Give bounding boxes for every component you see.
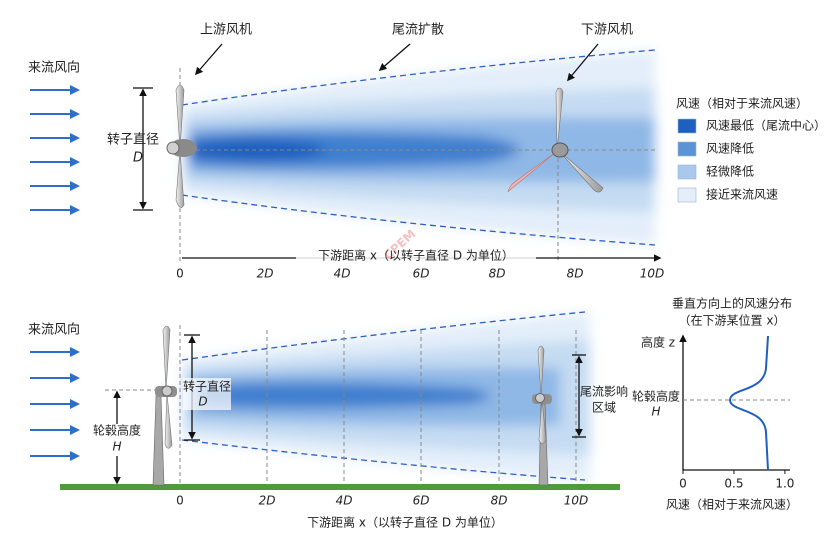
- x-tick-label: 6D: [413, 494, 430, 508]
- wake-boundary: [181, 194, 656, 246]
- x-tick-label: 10D: [640, 267, 665, 281]
- side-view: 来流风向 轮毂高度 H 转子直径 D 尾流影响: [28, 311, 628, 530]
- rotor-label: 转子直径: [183, 379, 231, 394]
- upstream-label: 上游风机: [200, 23, 252, 38]
- legend-label: 风速降低: [706, 142, 754, 156]
- x-tick-label: 8D: [567, 267, 584, 281]
- legend-swatch: [677, 141, 697, 157]
- x-tick-label: 0: [679, 477, 687, 491]
- x-tick-label: 4D: [334, 267, 351, 281]
- inflow-label: 来流风向: [28, 322, 80, 338]
- wake-field: [182, 50, 655, 245]
- x-tick-label: 0: [176, 494, 184, 508]
- inflow-arrows: [30, 347, 80, 461]
- x-tick-label: 8D: [491, 494, 508, 508]
- downstream-turbine: [507, 87, 604, 193]
- inflow-arrows: [30, 85, 80, 215]
- x-tick-label: 2D: [259, 494, 276, 508]
- legend-label: 风速最低（尾流中心）: [706, 118, 825, 133]
- x-tick-label: 0: [176, 267, 184, 281]
- hub-symbol: H: [651, 405, 660, 419]
- wake-boundary: [181, 49, 656, 106]
- x-tick-label: 1.0: [775, 477, 794, 491]
- x-tick-label: 10D: [564, 494, 589, 508]
- x-tick-label: 4D: [336, 494, 353, 508]
- legend-label: 接近来流风速: [706, 187, 778, 202]
- profile-chart: 垂直方向上的风速分布 （在下游某位置 x） 高度 z 轮毂高度 H 风速（相对于…: [632, 296, 798, 512]
- wake-label: 尾流扩散: [392, 23, 444, 38]
- upstream-turbine: [152, 325, 177, 486]
- downstream-turbine: [532, 345, 552, 486]
- profile-curve: [728, 335, 769, 471]
- rotor-symbol: D: [198, 395, 207, 409]
- x-axis-label: 下游距离 x（以转子直径 D 为单位）: [318, 248, 514, 263]
- legend-swatch: [677, 187, 697, 203]
- y-label: 高度 z: [641, 335, 675, 350]
- wake-zone-label: 尾流影响: [580, 384, 628, 399]
- profile-title: 垂直方向上的风速分布: [672, 296, 792, 311]
- x-tick-label: 6D: [413, 267, 430, 281]
- x-axis-label: 下游距离 x（以转子直径 D 为单位）: [307, 515, 503, 530]
- legend-swatch: [677, 164, 697, 180]
- x-tick-label: 2D: [257, 267, 274, 281]
- legend-label: 轻微降低: [706, 165, 754, 179]
- legend-title: 风速（相对于来流风速）: [676, 97, 808, 111]
- hub-symbol: H: [112, 440, 121, 454]
- upstream-turbine: [166, 84, 197, 208]
- downstream-label: 下游风机: [581, 23, 633, 38]
- x-label: 风速（相对于来流风速）: [666, 498, 798, 512]
- inflow-label: 来流风向: [28, 60, 80, 76]
- rotor-symbol: D: [133, 151, 143, 166]
- top-view: 来流风向 转子直径 D 上游风机 尾流扩散 下游风机 下游距离 x（以转子直径 …: [28, 23, 825, 281]
- hub-label: 轮毂高度: [93, 423, 141, 438]
- wake-boundary: [181, 311, 586, 361]
- legend-swatch: [677, 118, 697, 134]
- hub-label: 轮毂高度: [632, 389, 680, 404]
- x-tick-label: 0.5: [724, 477, 743, 491]
- x-tick-label: 8D: [489, 267, 506, 281]
- x-ticks: 0 2D 4D 6D 8D 8D 10D: [176, 267, 664, 281]
- wake-boundary: [181, 439, 586, 481]
- ground: [60, 484, 620, 490]
- wake-zone-label: 区域: [592, 401, 616, 415]
- rotor-label: 转子直径: [107, 133, 159, 148]
- wake-field: [182, 312, 590, 482]
- profile-subtitle: （在下游某位置 x）: [679, 313, 786, 328]
- x-ticks: 0 2D 4D 6D 8D 10D: [176, 494, 588, 508]
